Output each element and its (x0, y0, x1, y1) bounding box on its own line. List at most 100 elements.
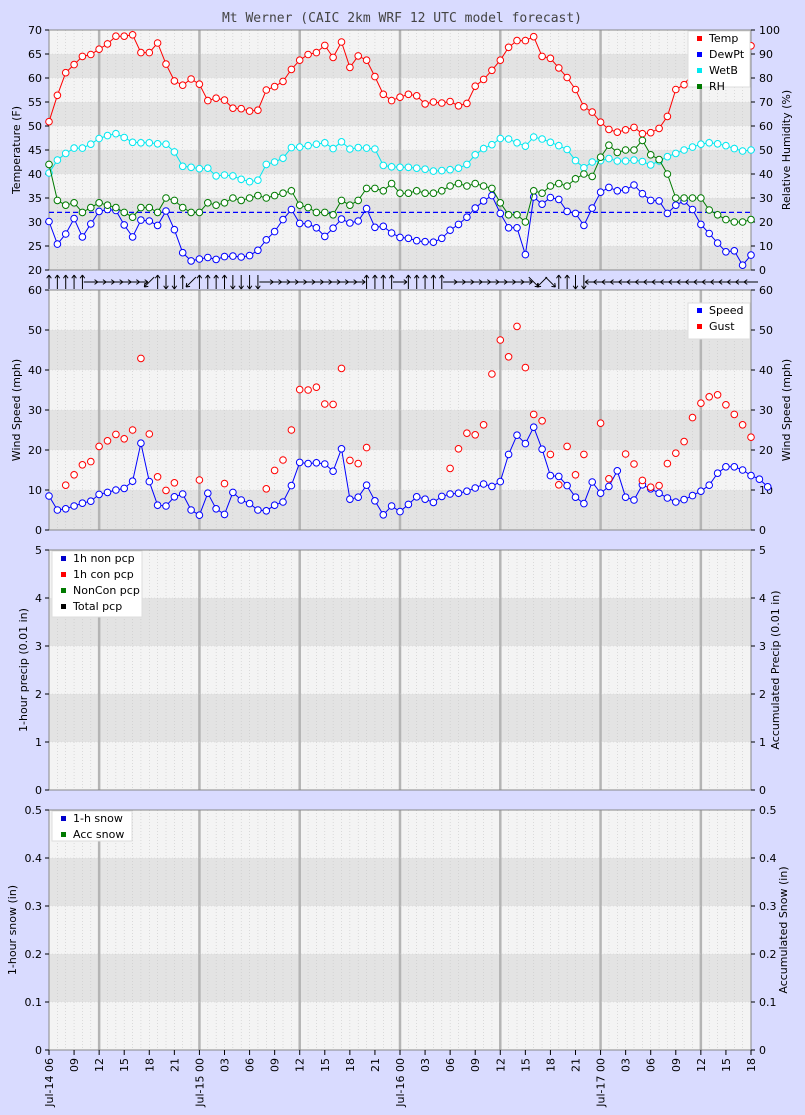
speed-point (312, 459, 321, 467)
rh-point (70, 199, 78, 207)
legend-swatch (697, 36, 702, 41)
y-tick-label-right: 40 (759, 364, 773, 377)
gust-point (672, 449, 680, 458)
dewpt-point (237, 253, 245, 261)
y-tick-label-right: 0.2 (759, 948, 777, 961)
rh-point (295, 201, 304, 209)
dewpt-point (346, 219, 354, 227)
temp-point (329, 53, 337, 62)
speed-point (245, 499, 254, 508)
wetb-point (672, 149, 680, 158)
gust-point (563, 442, 571, 451)
dewpt-point (312, 224, 321, 232)
gust-point (145, 430, 154, 438)
speed-point (488, 482, 496, 491)
gust-point (513, 322, 521, 331)
speed-point (287, 481, 296, 490)
wetb-point (229, 172, 237, 180)
dewpt-point (646, 196, 655, 205)
dewpt-point (262, 236, 271, 244)
gust-point (705, 393, 714, 401)
y-tick-label: 1 (35, 736, 42, 749)
rh-point (730, 218, 739, 226)
y-tick-label-right: 20 (759, 216, 773, 229)
rh-point (605, 141, 613, 149)
y-tick-label: 10 (28, 484, 42, 497)
wind-arrow-head (143, 282, 149, 288)
gust-point (279, 456, 287, 464)
wetb-point (638, 157, 647, 166)
y-tick-label: 20 (28, 264, 42, 277)
dewpt-point (229, 252, 237, 260)
wind-arrow-head (171, 285, 178, 290)
gust-point (488, 370, 496, 378)
wetb-point (621, 157, 630, 165)
temp-point (61, 68, 70, 77)
x-tick-label: Jul-14 06 (43, 1058, 56, 1108)
temp-point (162, 60, 170, 68)
wetb-point (337, 138, 346, 146)
rh-point (346, 201, 354, 209)
gust-point (697, 399, 705, 408)
x-tick-label: Jul-16 00 (394, 1058, 407, 1108)
x-tick-label: 21 (168, 1058, 181, 1072)
gust-point (580, 450, 588, 459)
y-tick-label: 0 (35, 784, 42, 797)
y-tick-label-right: 1 (759, 736, 766, 749)
speed-point (705, 481, 714, 490)
temp-point (312, 48, 321, 57)
rh-point (555, 179, 563, 188)
dewpt-point (128, 233, 137, 241)
rh-point (580, 170, 588, 178)
wind-arrow-head (572, 285, 579, 290)
panel-3: 0 1 2 3 4 5 0 1 2 3 4 5 1-hour precip (0.01 in) Accum… (17, 544, 782, 797)
gust-point (446, 464, 454, 473)
rh-point (697, 194, 705, 202)
wetb-point (103, 131, 112, 140)
dewpt-point (521, 250, 530, 259)
speed-point (555, 472, 563, 481)
dewpt-point (187, 257, 195, 265)
gust-point (621, 450, 630, 458)
dewpt-point (362, 204, 371, 213)
rh-point (354, 196, 363, 205)
temp-point (655, 124, 663, 133)
temp-point (563, 73, 571, 82)
temp-point (337, 38, 346, 46)
speed-point (70, 502, 78, 510)
y-tick-label: 25 (28, 240, 42, 253)
dewpt-point (120, 221, 128, 229)
y-tick-label-right: 50 (759, 144, 773, 157)
wetb-point (195, 164, 204, 173)
gust-point (61, 481, 70, 490)
legend-label: WetB (709, 64, 738, 77)
speed-point (730, 463, 739, 471)
wetb-point (245, 177, 254, 186)
speed-point (270, 501, 279, 510)
gust-point (546, 450, 555, 459)
speed-point (605, 482, 613, 491)
rh-point (270, 191, 279, 200)
rh-point (663, 170, 672, 178)
dewpt-point (153, 221, 162, 230)
rh-point (546, 182, 555, 190)
legend-label: NonCon pcp (73, 584, 140, 597)
rh-point (412, 187, 421, 195)
rh-point (630, 146, 638, 154)
temp-point (379, 90, 388, 99)
y-tick-label-right: 40 (759, 168, 773, 181)
gust-point (270, 466, 279, 475)
temp-point (204, 96, 212, 105)
y-tick-label-right: 0.1 (759, 996, 777, 1009)
wind-arrow-head (388, 274, 395, 279)
rh-point (170, 196, 179, 205)
wetb-point (78, 144, 87, 152)
gust-point (337, 364, 346, 373)
temp-point (103, 40, 112, 48)
dewpt-point (504, 224, 513, 232)
wind-arrow-head (196, 274, 203, 279)
dewpt-point (387, 229, 396, 237)
y-tick-label-right: 0.4 (759, 852, 777, 865)
legend-swatch (697, 52, 702, 57)
speed-point (204, 489, 212, 498)
